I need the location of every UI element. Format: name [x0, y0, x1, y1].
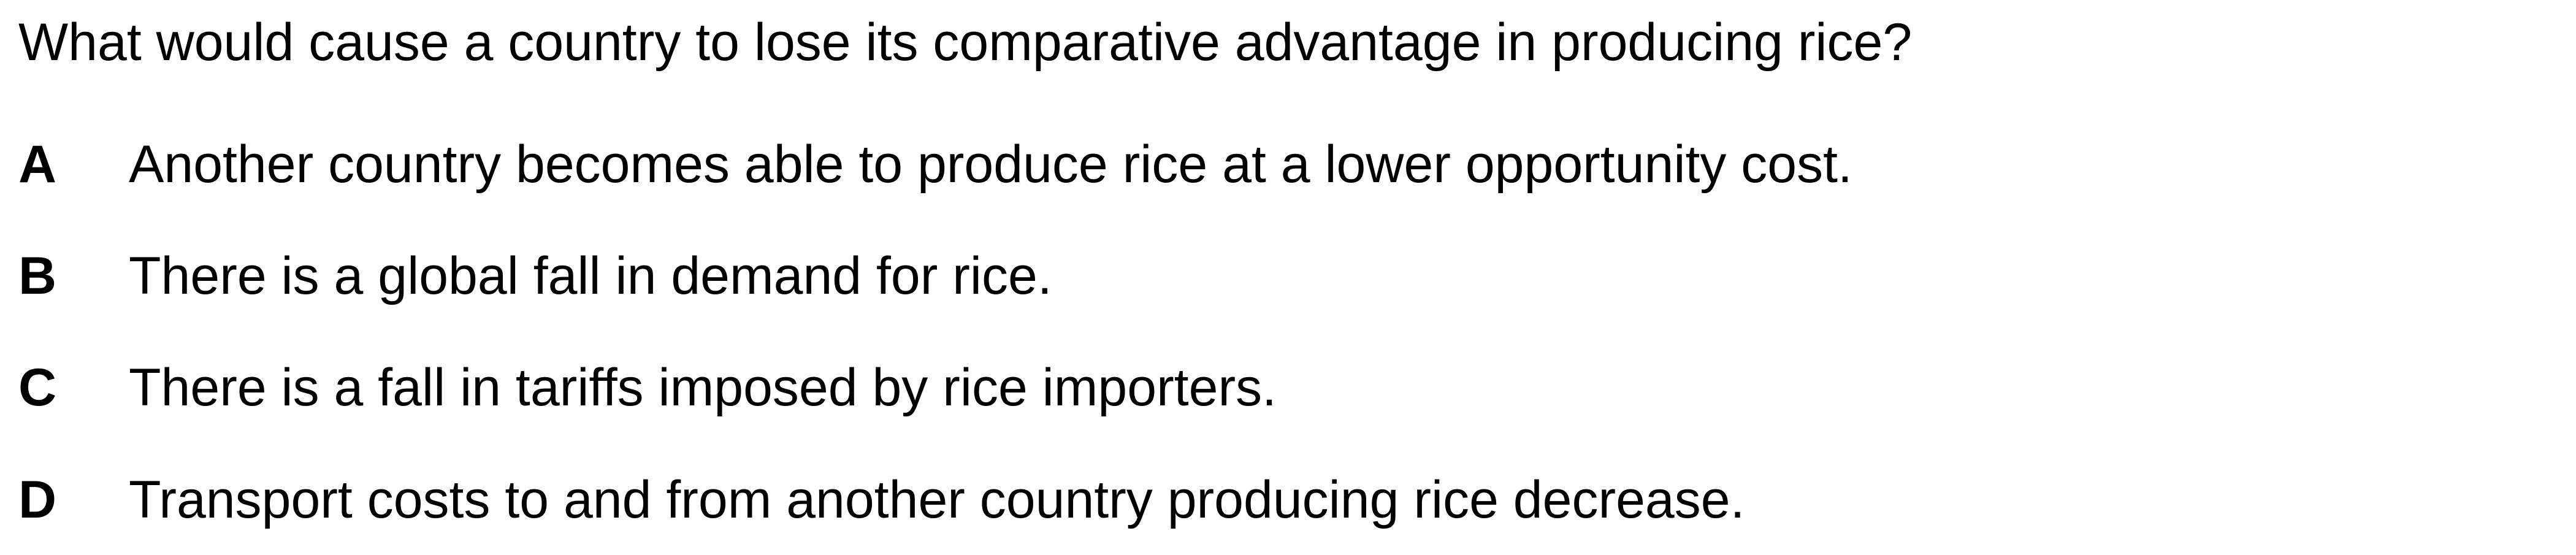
- option-text: Transport costs to and from another coun…: [129, 470, 1745, 529]
- option-letter: C: [18, 358, 57, 417]
- option-letter: D: [18, 470, 57, 529]
- option-letter: B: [18, 247, 57, 305]
- option-text: Another country becomes able to produce …: [129, 135, 1852, 194]
- question-text: What would cause a country to lose its c…: [18, 13, 1913, 72]
- option-letter: A: [18, 135, 57, 194]
- option-text: There is a global fall in demand for ric…: [129, 247, 1052, 305]
- option-text: There is a fall in tariffs imposed by ri…: [129, 358, 1277, 417]
